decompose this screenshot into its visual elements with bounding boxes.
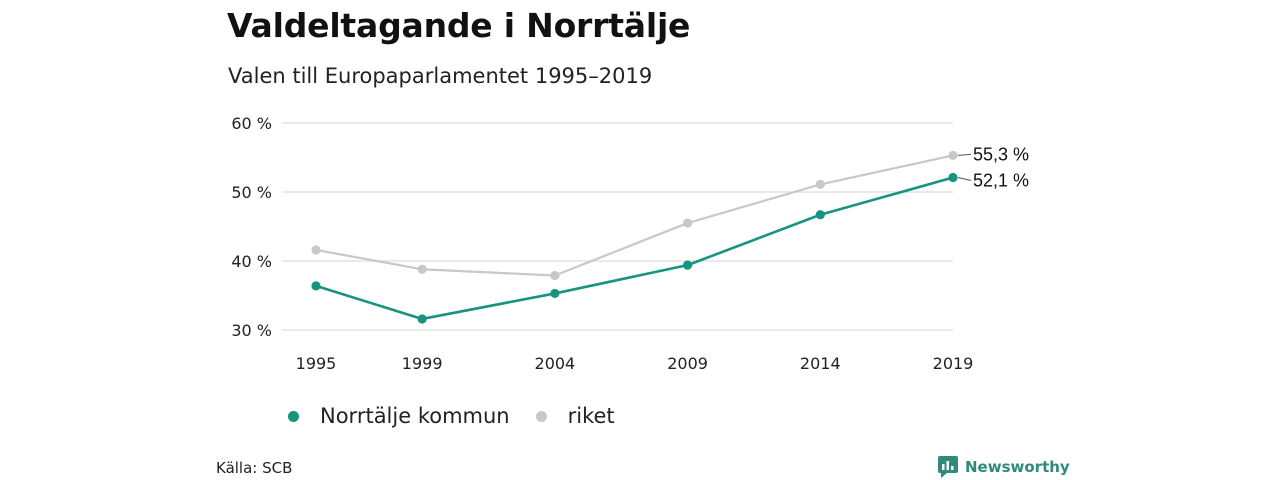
legend-marker-norrtalje <box>288 410 299 422</box>
chart-subtitle: Valen till Europaparlamentet 1995–2019 <box>228 64 653 88</box>
brand-name: Newsworthy <box>965 458 1070 476</box>
data-point-norrtalje <box>550 288 560 299</box>
newsworthy-logo-icon <box>938 456 958 478</box>
end-label-leader-norrtalje <box>957 177 972 181</box>
data-point-norrtalje <box>682 260 693 270</box>
chart-legend: Norrtälje kommun riket <box>288 404 641 428</box>
legend-item-norrtalje: Norrtälje kommun <box>288 404 510 428</box>
data-point-riket <box>417 264 427 274</box>
series-line-riket <box>315 154 954 277</box>
data-point-riket <box>815 179 825 190</box>
legend-marker-riket <box>535 410 547 422</box>
data-point-riket <box>948 150 958 161</box>
source-note: Källa: SCB <box>216 459 293 477</box>
data-point-norrtalje <box>311 281 321 291</box>
legend-item-riket: riket <box>535 404 615 428</box>
y-tick-label: 40 % <box>231 252 272 271</box>
data-point-norrtalje <box>417 314 427 324</box>
data-point-riket <box>682 218 693 228</box>
end-label-leader-riket <box>957 153 972 156</box>
y-tick-label: 60 % <box>231 114 272 133</box>
x-tick-label: 2009 <box>667 354 708 373</box>
series-line-norrtalje <box>315 176 954 321</box>
chart-title: Valdeltagande i Norrtälje <box>227 6 691 45</box>
data-point-norrtalje <box>815 210 825 220</box>
x-tick-label: 2019 <box>933 354 974 373</box>
end-label-norrtalje: 52,1 % <box>973 171 1029 191</box>
brand-logo: Newsworthy <box>938 456 1070 478</box>
end-label-riket: 55,3 % <box>973 144 1029 164</box>
y-tick-label: 30 % <box>231 321 272 340</box>
data-point-norrtalje <box>948 172 958 183</box>
data-point-riket <box>550 270 560 281</box>
data-point-riket <box>311 245 321 255</box>
x-tick-label: 2014 <box>800 354 841 373</box>
legend-label-riket: riket <box>567 404 615 428</box>
x-tick-label: 1999 <box>402 354 443 373</box>
legend-label-norrtalje: Norrtälje kommun <box>320 404 510 428</box>
x-tick-label: 1995 <box>296 354 337 373</box>
x-tick-label: 2004 <box>535 354 576 373</box>
y-tick-label: 50 % <box>231 183 272 202</box>
line-chart: 30 % 40 % 50 % 60 % 1995 1999 2004 2009 2014 2019… <box>231 114 1029 373</box>
